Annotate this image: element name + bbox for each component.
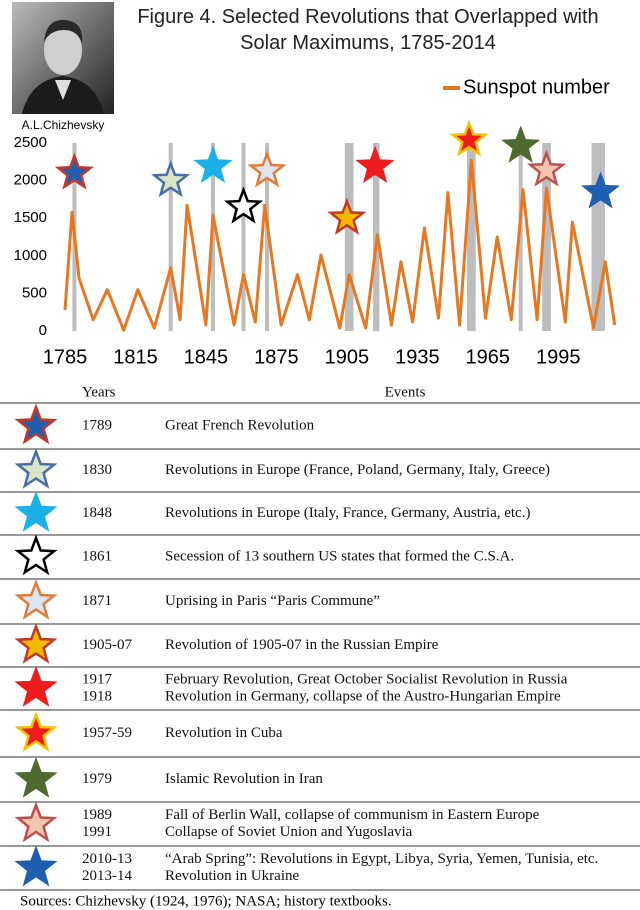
y-tick-label: 1500 [14, 209, 47, 226]
x-tick-label: 1965 [466, 346, 511, 368]
y-tick-label: 2500 [14, 134, 47, 151]
row-event: Uprising in Paris “Paris Commune” [165, 593, 380, 609]
x-tick-label: 1785 [43, 346, 88, 368]
x-tick-label: 1815 [113, 346, 158, 368]
x-tick-label: 1935 [395, 346, 440, 368]
y-tick-label: 500 [22, 284, 47, 301]
row-event: Revolution of 1905-07 in the Russian Emp… [165, 637, 439, 653]
row-event: Fall of Berlin Wall, collapse of communi… [165, 807, 540, 823]
row-event: Collapse of Soviet Union and Yugoslavia [165, 824, 413, 840]
shaded-period [241, 143, 246, 331]
row-years: 1905-07 [82, 637, 132, 653]
row-years: 1789 [82, 417, 112, 433]
x-tick-label: 1845 [184, 346, 229, 368]
row-star [14, 403, 58, 445]
y-tick-label: 0 [39, 322, 47, 339]
shaded-period [542, 143, 551, 331]
legend-label: Sunspot number [463, 76, 610, 98]
table-header: Years [82, 384, 116, 400]
photo-collar [55, 80, 71, 100]
y-tick-label: 2000 [14, 172, 47, 189]
event-star [581, 171, 621, 209]
event-star [224, 186, 264, 224]
row-event: February Revolution, Great October Socia… [165, 671, 568, 687]
row-event: Secession of 13 southern US states that … [165, 548, 514, 564]
row-star [14, 490, 58, 532]
x-tick-label: 1875 [254, 346, 299, 368]
y-tick-label: 1000 [14, 247, 47, 264]
event-star [527, 149, 567, 187]
event-star [247, 150, 287, 188]
photo-hair [44, 19, 83, 44]
row-years: 1918 [82, 688, 112, 704]
event-star [355, 145, 395, 183]
photo-face [44, 25, 82, 75]
row-star [14, 447, 58, 489]
row-event: Revolution in Ukraine [165, 868, 299, 884]
shaded-period [168, 143, 173, 331]
x-tick-label: 1905 [325, 346, 370, 368]
row-years: 1848 [82, 505, 112, 521]
row-years: 1979 [82, 771, 112, 787]
chart-title: Figure 4. Selected Revolutions that Over… [137, 6, 599, 54]
row-event: Revolutions in Europe (France, Poland, G… [165, 462, 550, 478]
event-star [449, 119, 489, 157]
shaded-period [467, 143, 476, 331]
shaded-period [344, 143, 354, 331]
row-star [14, 665, 58, 707]
row-years: 1991 [82, 824, 112, 840]
shaded-period [518, 143, 523, 331]
row-star [14, 756, 58, 798]
row-event: Islamic Revolution in Iran [165, 771, 323, 787]
row-years: 1917 [82, 671, 113, 687]
table-header: Events [385, 384, 426, 400]
photo-caption: A.L.Chizhevsky [22, 118, 105, 132]
row-years: 1989 [82, 807, 112, 823]
row-event: Revolution in Germany, collapse of the A… [165, 688, 561, 704]
row-star [14, 845, 58, 887]
portrait [12, 2, 114, 114]
row-star [14, 801, 58, 843]
event-star [193, 145, 233, 183]
row-event: Revolution in Cuba [165, 725, 283, 741]
row-years: 1861 [82, 548, 112, 564]
shaded-period [265, 143, 270, 331]
row-years: 2010-13 [82, 851, 132, 867]
row-star [14, 534, 58, 576]
event-star [327, 197, 367, 235]
row-years: 1871 [82, 593, 112, 609]
row-star [14, 578, 58, 620]
row-event: “Arab Spring”: Revolutions in Egypt, Lib… [165, 851, 598, 867]
footer: Sources: Chizhevsky (1924, 1976); NASA; … [20, 893, 392, 909]
event-star [501, 125, 541, 163]
row-event: Great French Revolution [165, 417, 315, 433]
row-event: Revolutions in Europe (Italy, France, Ge… [165, 505, 530, 521]
event-star [151, 160, 191, 198]
row-star [14, 622, 58, 664]
sunspot-line [63, 158, 617, 332]
row-years: 1830 [82, 462, 112, 478]
row-star [14, 710, 58, 752]
event-star [54, 152, 94, 190]
row-years: 1957-59 [82, 725, 132, 741]
x-tick-label: 1995 [536, 346, 581, 368]
row-years: 2013-14 [82, 868, 132, 884]
